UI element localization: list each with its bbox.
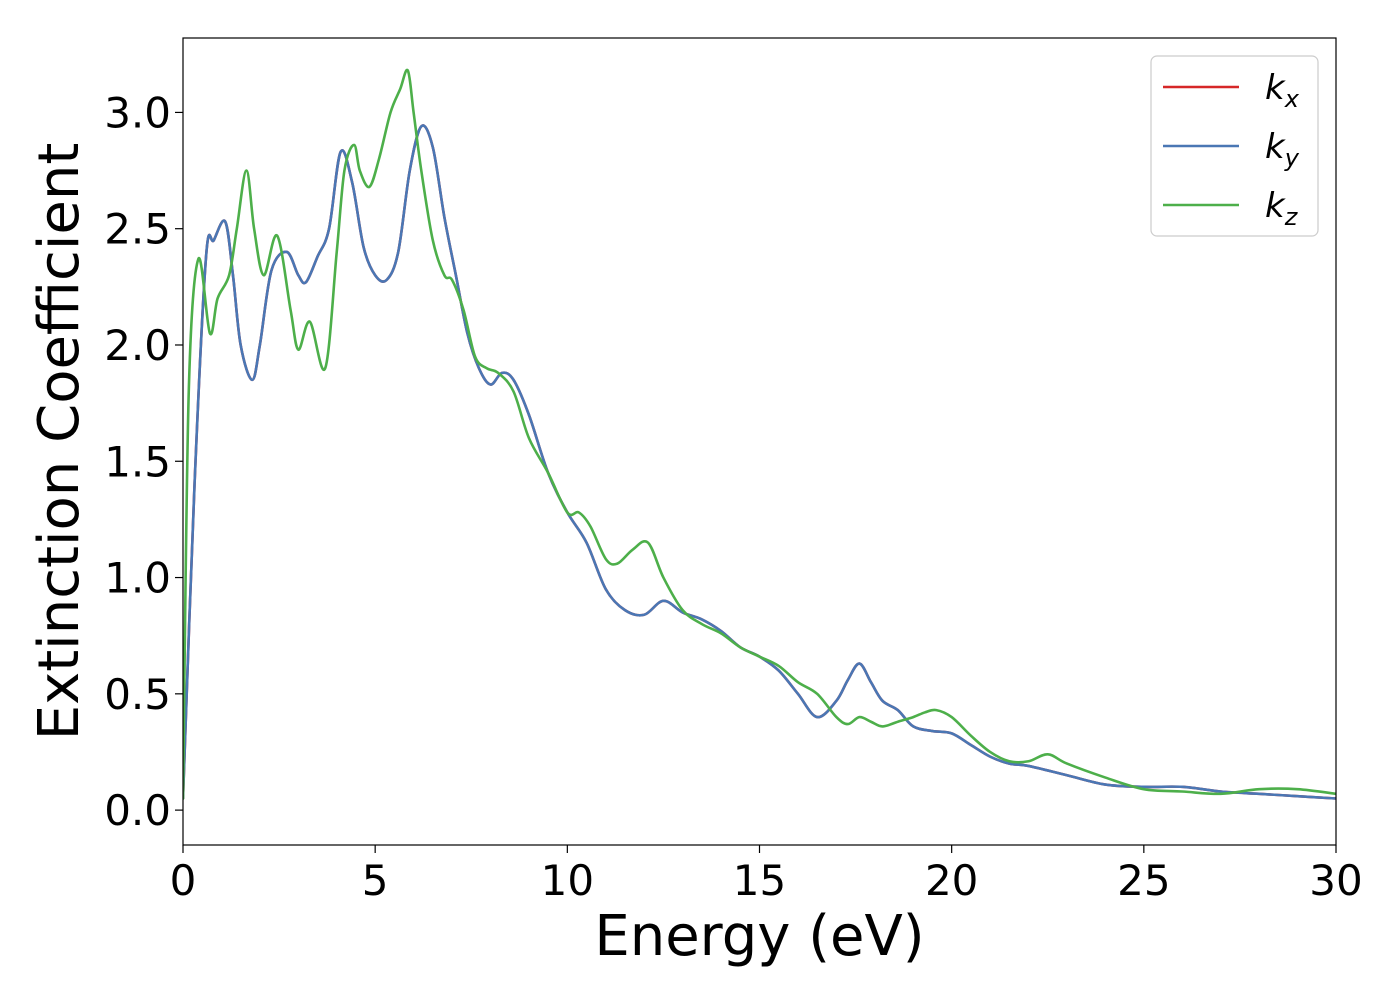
y-tick-label: 1.0 bbox=[104, 554, 171, 603]
y-axis-label: Extinction Coefficient bbox=[27, 143, 92, 741]
x-tick-label: 25 bbox=[1117, 856, 1170, 905]
series-line-z bbox=[183, 68, 1336, 800]
y-axis-ticks: 0.0 0.5 1.0 1.5 2.0 2.5 3.0 bbox=[104, 88, 183, 835]
x-tick-label: 0 bbox=[170, 856, 197, 905]
x-tick-label: 30 bbox=[1309, 856, 1362, 905]
x-tick-label: 10 bbox=[541, 856, 594, 905]
y-tick-label: 3.0 bbox=[104, 88, 171, 137]
x-tick-label: 5 bbox=[362, 856, 389, 905]
x-axis-label: Energy (eV) bbox=[594, 904, 924, 969]
y-tick-label: 1.5 bbox=[104, 437, 171, 486]
y-tick-label: 2.5 bbox=[104, 205, 171, 254]
legend-label: kz bbox=[1265, 186, 1299, 231]
x-tick-label: 20 bbox=[925, 856, 978, 905]
x-axis-ticks: 0 5 10 15 20 25 30 bbox=[170, 845, 1363, 905]
x-tick-label: 15 bbox=[733, 856, 786, 905]
legend-label-subscript: z bbox=[1284, 203, 1299, 231]
legend-label-subscript: y bbox=[1284, 144, 1300, 172]
y-tick-label: 0.5 bbox=[104, 670, 171, 719]
legend-item-z: kz bbox=[1163, 186, 1299, 231]
y-tick-label: 0.0 bbox=[104, 786, 171, 835]
y-tick-label: 2.0 bbox=[104, 321, 171, 370]
legend-label-subscript: x bbox=[1284, 85, 1300, 113]
series-layer bbox=[183, 68, 1336, 800]
